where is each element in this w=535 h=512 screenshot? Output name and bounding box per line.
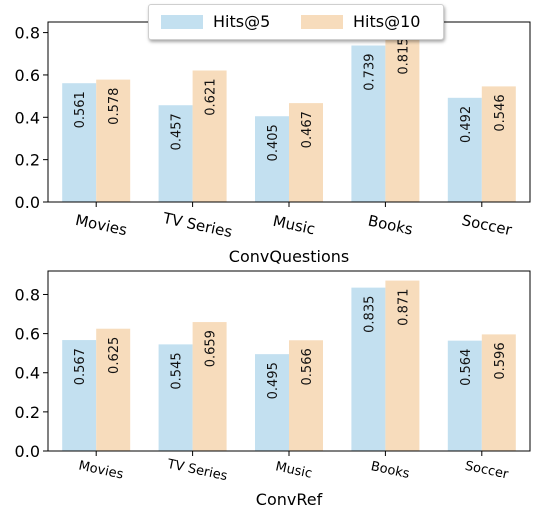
y-tick-label: 0.8	[15, 285, 40, 304]
bar-convquestions-books-hits5	[351, 45, 386, 202]
data-label: 0.659	[204, 330, 219, 367]
category-label: Books	[366, 212, 414, 239]
data-label: 0.578	[107, 88, 122, 125]
y-tick-label: 0.8	[15, 24, 40, 43]
data-label: 0.546	[493, 94, 508, 131]
legend-swatch-hits10	[301, 15, 343, 29]
legend-label-hits10: Hits@10	[353, 12, 421, 31]
y-tick-label: 0.6	[15, 66, 40, 85]
category-label: Music	[271, 212, 316, 238]
bar-convquestions-tv-series-hits10	[192, 70, 227, 203]
data-label: 0.567	[73, 348, 88, 385]
legend-label-hits5: Hits@5	[213, 12, 271, 31]
bar-convref-tv-series-hits10	[192, 322, 227, 451]
x-axis-title: ConvRef	[256, 490, 323, 509]
category-label: Soccer	[464, 459, 511, 483]
bar-convquestions-soccer-hits10	[481, 86, 516, 202]
y-tick-label: 0.0	[15, 193, 40, 212]
plot-frame	[47, 270, 531, 452]
y-tick-label: 0.4	[15, 108, 40, 127]
bar-convref-books-hits10	[385, 280, 420, 451]
data-label: 0.467	[300, 111, 315, 148]
y-tick-label: 0.6	[15, 325, 40, 344]
bar-convquestions-music-hits5	[255, 116, 289, 202]
category-label: Music	[274, 459, 313, 481]
y-tick-label: 0.4	[15, 364, 40, 383]
data-label: 0.566	[300, 348, 315, 385]
data-label: 0.457	[170, 113, 185, 150]
bar-convquestions-music-hits10	[289, 103, 323, 202]
data-label: 0.405	[266, 124, 281, 161]
bar-convref-music-hits10	[289, 340, 323, 451]
category-label: Books	[369, 459, 411, 482]
data-label: 0.815	[396, 37, 411, 74]
data-label: 0.871	[396, 289, 411, 326]
category-label: TV Series	[160, 209, 234, 241]
data-label: 0.495	[266, 362, 281, 399]
bar-convref-soccer-hits5	[447, 340, 482, 451]
category-label: Movies	[77, 459, 125, 483]
bar-convquestions-soccer-hits5	[447, 97, 482, 202]
bar-convquestions-books-hits10	[385, 29, 420, 203]
legend-swatch-hits5	[161, 15, 203, 29]
bar-convref-soccer-hits10	[481, 334, 516, 451]
data-label: 0.739	[362, 54, 377, 91]
data-label: 0.835	[362, 296, 377, 333]
bar-convref-movies-hits10	[96, 328, 131, 451]
data-label: 0.625	[107, 337, 122, 374]
bar-convref-music-hits5	[255, 354, 289, 451]
data-label: 0.564	[459, 349, 474, 386]
chart-legend: Hits@5 Hits@10	[148, 4, 444, 40]
data-label: 0.492	[459, 106, 474, 143]
y-tick-label: 0.0	[15, 442, 40, 461]
data-label: 0.596	[493, 342, 508, 379]
category-label: Movies	[74, 211, 129, 239]
bar-convquestions-movies-hits10	[96, 79, 131, 202]
bar-convquestions-movies-hits5	[62, 83, 97, 202]
category-label: TV Series	[165, 457, 229, 485]
bar-convquestions-tv-series-hits5	[158, 105, 193, 202]
bar-convref-tv-series-hits5	[158, 344, 193, 451]
x-axis-title: ConvQuestions	[229, 247, 349, 266]
data-label: 0.545	[170, 352, 185, 389]
bar-convref-books-hits5	[351, 287, 386, 451]
data-label: 0.561	[73, 91, 88, 128]
bar-convref-movies-hits5	[62, 340, 97, 451]
y-tick-label: 0.2	[15, 403, 40, 422]
y-tick-label: 0.2	[15, 151, 40, 170]
data-label: 0.621	[204, 78, 219, 115]
category-label: Soccer	[460, 211, 514, 239]
